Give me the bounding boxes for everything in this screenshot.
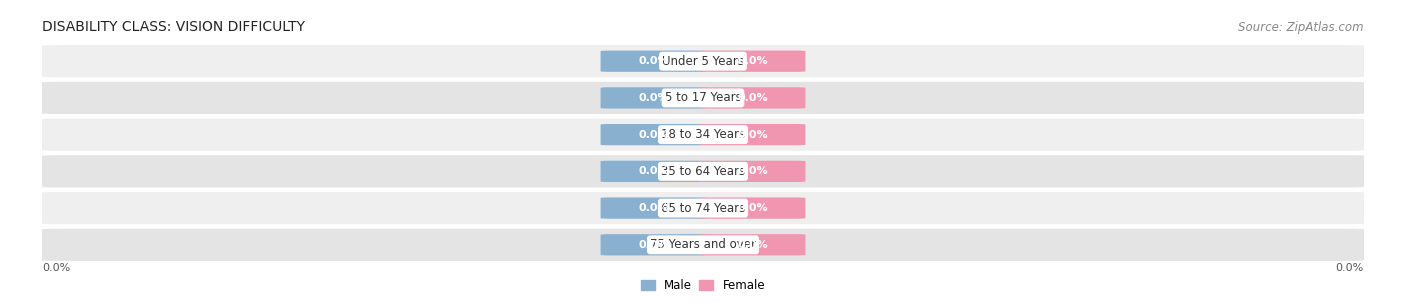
FancyBboxPatch shape <box>35 155 1371 188</box>
Text: 0.0%: 0.0% <box>737 56 768 66</box>
Text: 35 to 64 Years: 35 to 64 Years <box>661 165 745 178</box>
Text: DISABILITY CLASS: VISION DIFFICULTY: DISABILITY CLASS: VISION DIFFICULTY <box>42 20 305 34</box>
FancyBboxPatch shape <box>700 124 806 145</box>
Text: 0.0%: 0.0% <box>737 240 768 250</box>
Text: 0.0%: 0.0% <box>638 203 669 213</box>
Text: 0.0%: 0.0% <box>1336 263 1364 273</box>
Text: 0.0%: 0.0% <box>42 263 70 273</box>
Text: 5 to 17 Years: 5 to 17 Years <box>665 91 741 104</box>
Text: 0.0%: 0.0% <box>638 130 669 140</box>
FancyBboxPatch shape <box>700 50 806 72</box>
Text: Under 5 Years: Under 5 Years <box>662 55 744 68</box>
Legend: Male, Female: Male, Female <box>636 274 770 297</box>
Text: 75 Years and over: 75 Years and over <box>650 238 756 251</box>
FancyBboxPatch shape <box>35 82 1371 114</box>
FancyBboxPatch shape <box>600 124 706 145</box>
FancyBboxPatch shape <box>35 229 1371 261</box>
FancyBboxPatch shape <box>700 234 806 256</box>
Text: 0.0%: 0.0% <box>737 203 768 213</box>
FancyBboxPatch shape <box>35 118 1371 151</box>
FancyBboxPatch shape <box>35 45 1371 77</box>
FancyBboxPatch shape <box>700 161 806 182</box>
FancyBboxPatch shape <box>700 197 806 219</box>
FancyBboxPatch shape <box>700 87 806 109</box>
FancyBboxPatch shape <box>600 87 706 109</box>
Text: 0.0%: 0.0% <box>638 93 669 103</box>
FancyBboxPatch shape <box>600 234 706 256</box>
Text: 18 to 34 Years: 18 to 34 Years <box>661 128 745 141</box>
Text: 0.0%: 0.0% <box>737 93 768 103</box>
Text: 0.0%: 0.0% <box>638 166 669 176</box>
FancyBboxPatch shape <box>600 197 706 219</box>
Text: 0.0%: 0.0% <box>638 56 669 66</box>
Text: 0.0%: 0.0% <box>638 240 669 250</box>
FancyBboxPatch shape <box>600 50 706 72</box>
Text: 65 to 74 Years: 65 to 74 Years <box>661 202 745 215</box>
FancyBboxPatch shape <box>600 161 706 182</box>
Text: 0.0%: 0.0% <box>737 130 768 140</box>
FancyBboxPatch shape <box>35 192 1371 224</box>
Text: 0.0%: 0.0% <box>737 166 768 176</box>
Text: Source: ZipAtlas.com: Source: ZipAtlas.com <box>1239 21 1364 34</box>
